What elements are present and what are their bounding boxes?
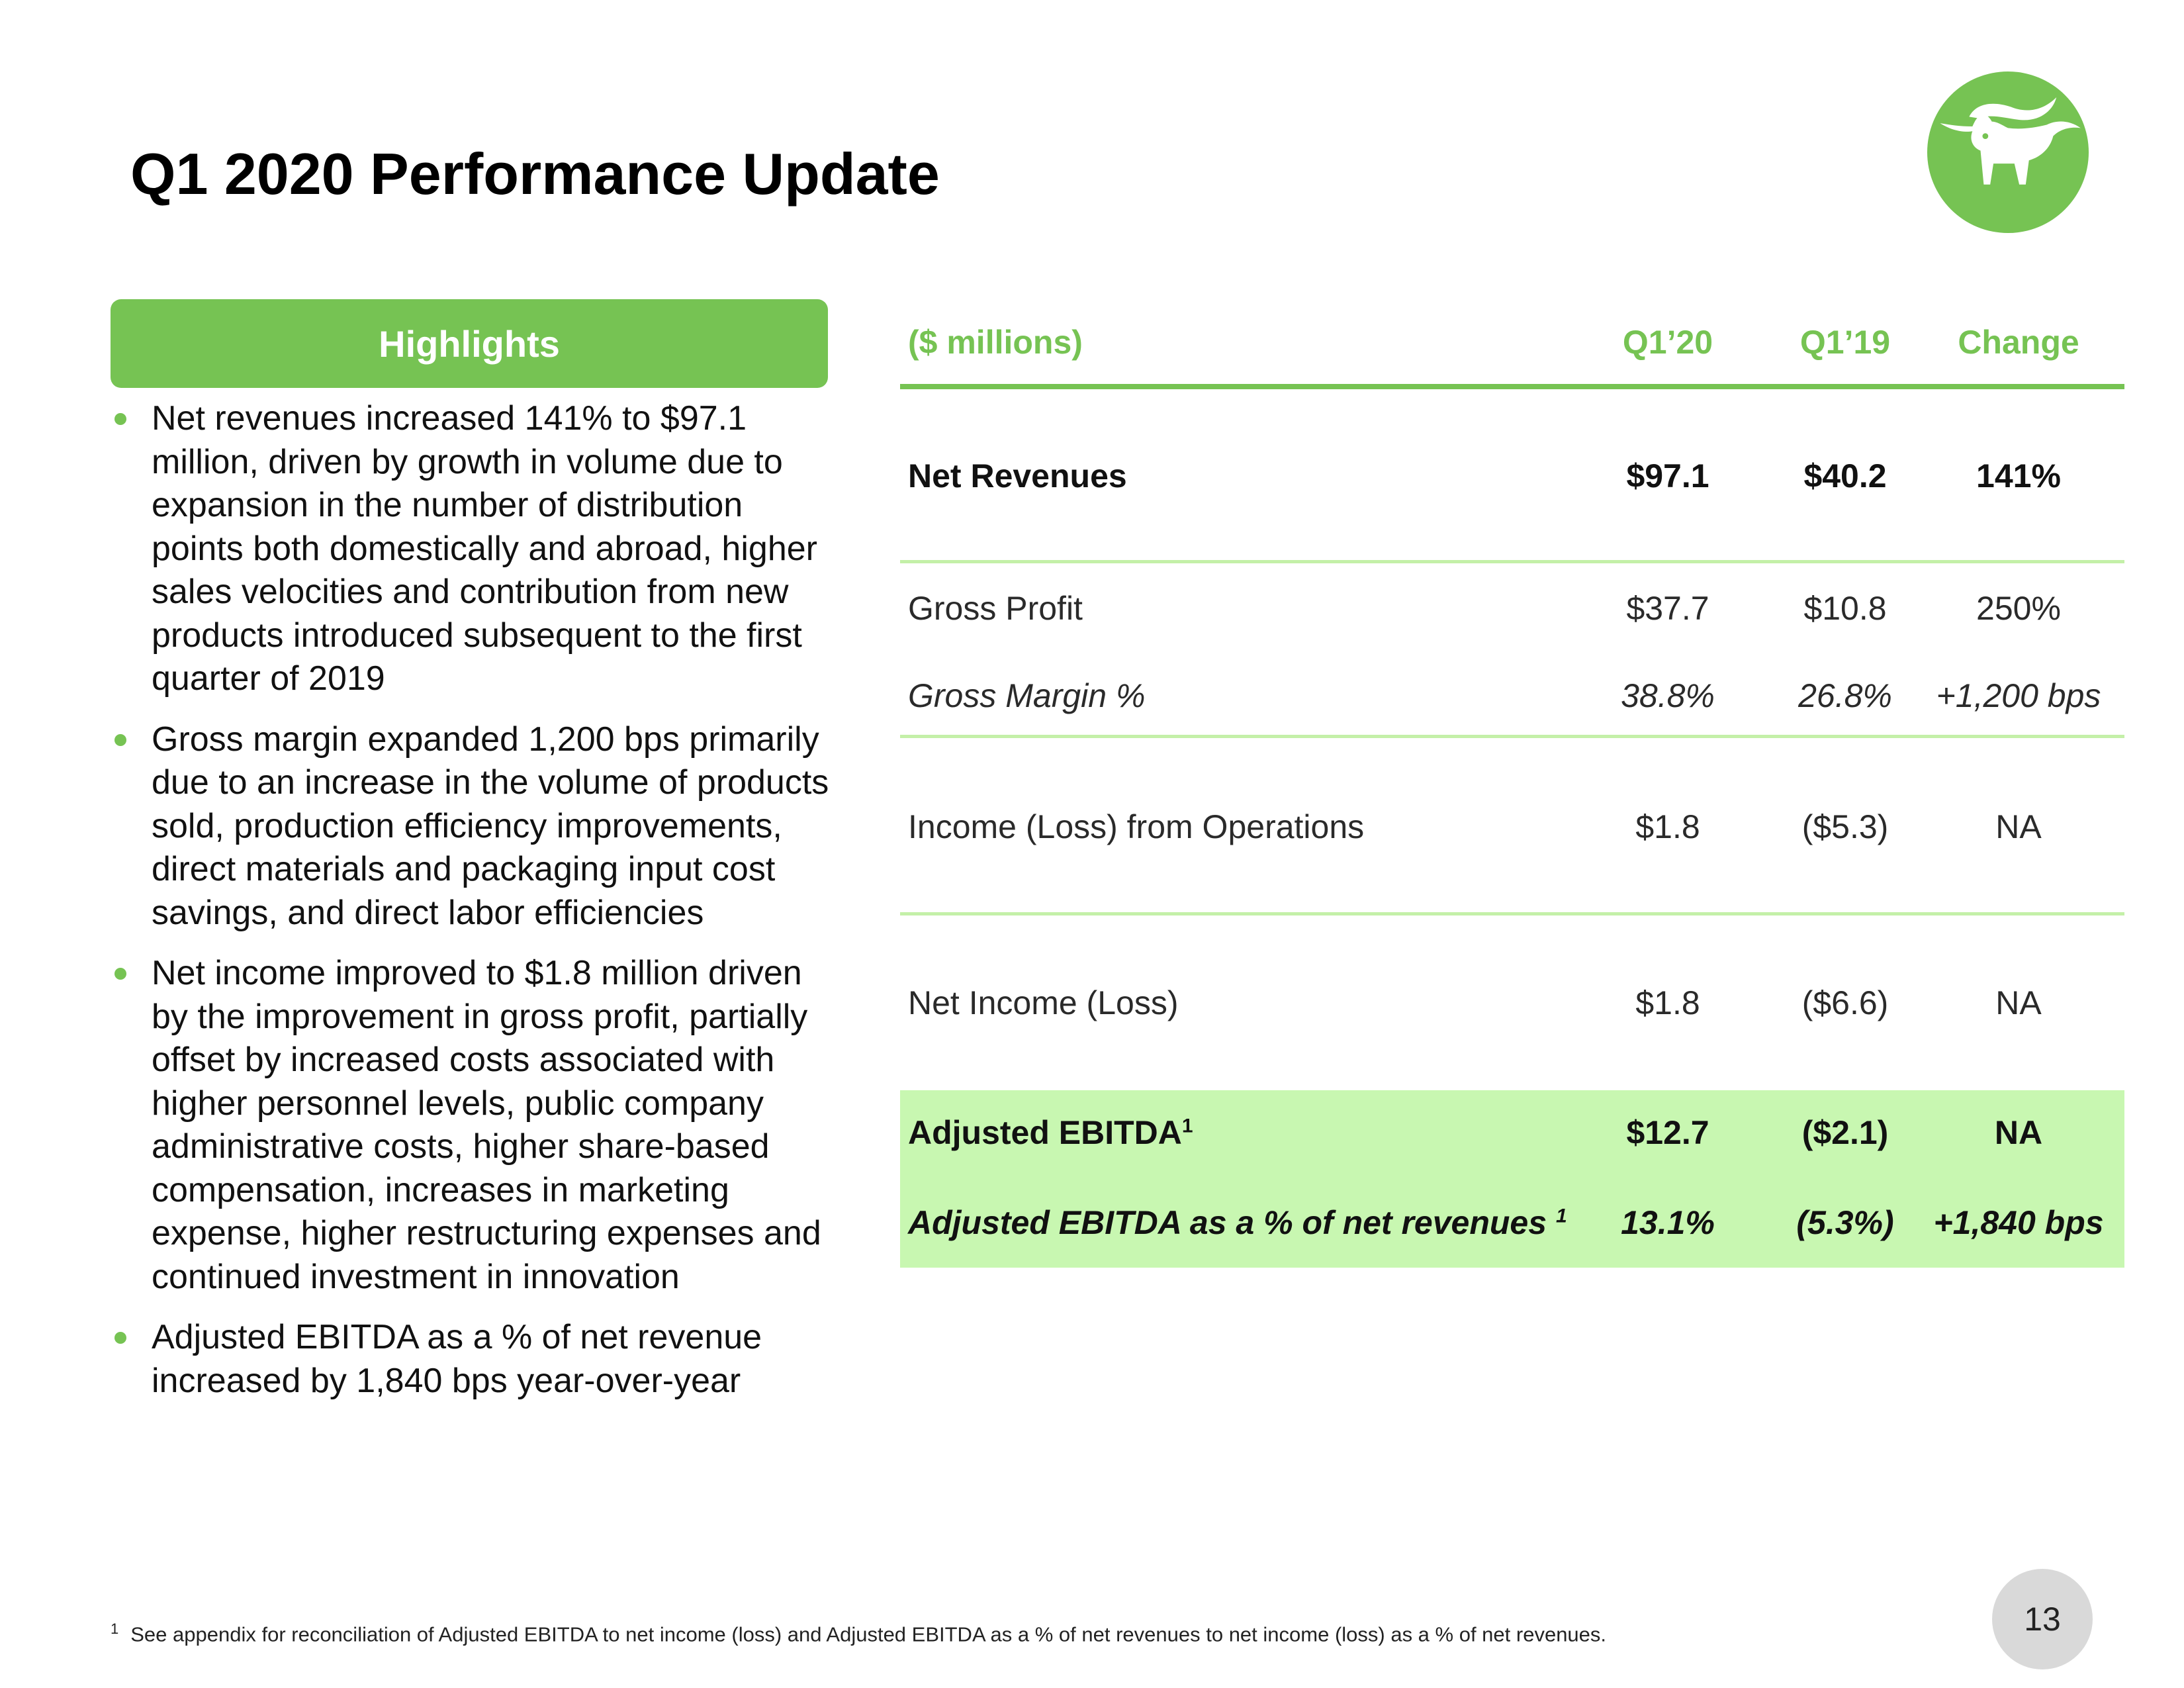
row-q120: 38.8% (1621, 677, 1715, 714)
row-q119: $10.8 (1803, 590, 1887, 627)
footnote-marker: 1 (1181, 1115, 1193, 1137)
header-change: Change (1958, 324, 2079, 361)
list-item: Adjusted EBITDA as a % of net revenue in… (111, 1316, 839, 1403)
highlights-list: Net revenues increased 141% to $97.1 mil… (111, 397, 839, 1420)
bullet-dot-icon (114, 968, 126, 980)
row-change: NA (1995, 808, 2042, 845)
header-divider (900, 384, 2124, 389)
header-units: ($ millions) (908, 324, 1083, 361)
row-label: Net Income (Loss) (908, 984, 1179, 1021)
footnote-text: See appendix for reconciliation of Adjus… (130, 1622, 1607, 1646)
highlights-header: Highlights (111, 299, 828, 388)
row-q120: $37.7 (1626, 590, 1709, 627)
row-label: Gross Margin % (908, 677, 1146, 714)
footnote-number: 1 (111, 1620, 119, 1637)
row-change: 250% (1976, 590, 2061, 627)
row-q120: $12.7 (1626, 1114, 1709, 1151)
row-label-text: Adjusted EBITDA (908, 1114, 1182, 1151)
list-item: Net income improved to $1.8 million driv… (111, 952, 839, 1299)
row-divider (900, 560, 2124, 563)
bullet-text: Adjusted EBITDA as a % of net revenue in… (152, 1318, 762, 1400)
row-divider (900, 912, 2124, 915)
header-q119: Q1’19 (1799, 324, 1891, 361)
row-label: Adjusted EBITDA1 (908, 1113, 1193, 1152)
row-q119: 26.8% (1798, 677, 1892, 714)
bullet-text: Gross margin expanded 1,200 bps primaril… (152, 720, 829, 932)
row-change: 141% (1976, 457, 2061, 494)
row-change: +1,200 bps (1936, 677, 2101, 714)
row-q120: $1.8 (1635, 984, 1700, 1021)
bull-head-icon (1927, 71, 2089, 233)
row-q119: ($6.6) (1801, 984, 1889, 1021)
list-item: Net revenues increased 141% to $97.1 mil… (111, 397, 839, 701)
footnote: 1 See appendix for reconciliation of Adju… (111, 1620, 1606, 1646)
ebitda-highlight-band (900, 1090, 2124, 1268)
row-change: NA (1995, 984, 2042, 1021)
bullet-text: Net revenues increased 141% to $97.1 mil… (152, 399, 817, 698)
row-q119: ($2.1) (1801, 1114, 1889, 1151)
row-divider (900, 735, 2124, 738)
row-q119: ($5.3) (1801, 808, 1889, 845)
row-label-text: Adjusted EBITDA as a % of net revenues (908, 1204, 1547, 1241)
bullet-dot-icon (114, 1332, 126, 1344)
row-label: Net Revenues (908, 457, 1127, 494)
row-q120: $1.8 (1635, 808, 1700, 845)
row-q120: $97.1 (1626, 457, 1709, 494)
row-label: Income (Loss) from Operations (908, 808, 1365, 845)
page-title: Q1 2020 Performance Update (130, 141, 940, 207)
row-change: +1,840 bps (1933, 1204, 2104, 1241)
page-number: 13 (1992, 1569, 2093, 1669)
row-change: NA (1994, 1114, 2043, 1151)
row-label: Adjusted EBITDA as a % of net revenues 1 (908, 1203, 1567, 1242)
row-q120: 13.1% (1621, 1204, 1715, 1241)
bullet-text: Net income improved to $1.8 million driv… (152, 954, 821, 1296)
bullet-dot-icon (114, 413, 126, 425)
row-q119: (5.3%) (1796, 1204, 1894, 1241)
list-item: Gross margin expanded 1,200 bps primaril… (111, 718, 839, 935)
footnote-marker: 1 (1555, 1205, 1567, 1227)
row-q119: $40.2 (1803, 457, 1887, 494)
bullet-dot-icon (114, 733, 126, 746)
row-label: Gross Profit (908, 590, 1083, 627)
header-q120: Q1’20 (1622, 324, 1713, 361)
